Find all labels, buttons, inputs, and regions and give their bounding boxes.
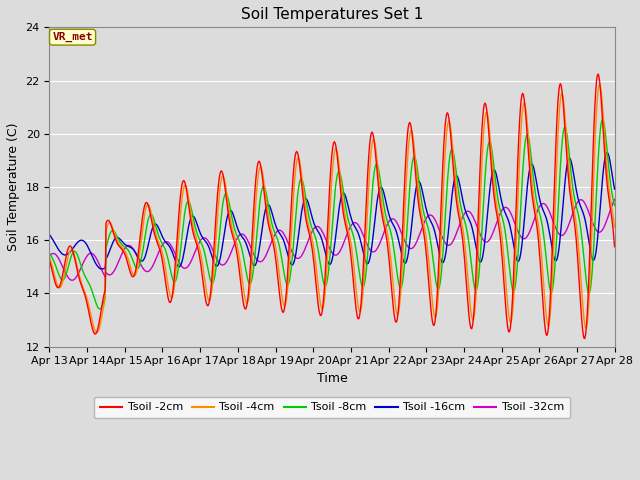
- Tsoil -8cm: [195, 235, 202, 240]
- Tsoil -16cm: [560, 195, 568, 201]
- Tsoil -16cm: [98, 266, 106, 272]
- Tsoil -8cm: [45, 251, 53, 256]
- Tsoil -16cm: [324, 260, 332, 265]
- Tsoil -2cm: [559, 96, 566, 101]
- Tsoil -4cm: [435, 286, 443, 291]
- Tsoil -2cm: [611, 244, 618, 250]
- X-axis label: Time: Time: [317, 372, 348, 385]
- Tsoil -2cm: [194, 245, 202, 251]
- Tsoil -8cm: [599, 117, 607, 122]
- Tsoil -2cm: [594, 71, 602, 77]
- Line: Tsoil -32cm: Tsoil -32cm: [49, 200, 614, 280]
- Tsoil -32cm: [324, 242, 332, 248]
- Tsoil -4cm: [611, 224, 618, 230]
- Line: Tsoil -2cm: Tsoil -2cm: [49, 74, 614, 338]
- Tsoil -8cm: [96, 306, 104, 312]
- Line: Tsoil -4cm: Tsoil -4cm: [49, 84, 614, 333]
- Tsoil -4cm: [195, 242, 202, 248]
- Tsoil -32cm: [170, 249, 178, 254]
- Tsoil -32cm: [195, 241, 202, 247]
- Tsoil -4cm: [596, 82, 604, 87]
- Tsoil -16cm: [379, 187, 387, 193]
- Line: Tsoil -16cm: Tsoil -16cm: [49, 153, 614, 269]
- Tsoil -16cm: [603, 150, 611, 156]
- Tsoil -8cm: [611, 203, 618, 208]
- Tsoil -16cm: [195, 226, 202, 231]
- Tsoil -2cm: [434, 278, 442, 284]
- Line: Tsoil -8cm: Tsoil -8cm: [49, 120, 614, 309]
- Tsoil -16cm: [170, 255, 178, 261]
- Tsoil -16cm: [45, 232, 53, 238]
- Tsoil -16cm: [611, 186, 618, 192]
- Tsoil -8cm: [379, 197, 387, 203]
- Title: Soil Temperatures Set 1: Soil Temperatures Set 1: [241, 7, 423, 22]
- Tsoil -4cm: [45, 254, 53, 260]
- Tsoil -2cm: [170, 283, 177, 288]
- Tsoil -32cm: [45, 253, 53, 259]
- Tsoil -4cm: [324, 244, 332, 250]
- Y-axis label: Soil Temperature (C): Soil Temperature (C): [7, 123, 20, 251]
- Tsoil -32cm: [611, 197, 618, 203]
- Tsoil -4cm: [93, 330, 100, 336]
- Tsoil -8cm: [560, 128, 568, 133]
- Tsoil -2cm: [45, 258, 53, 264]
- Tsoil -32cm: [68, 277, 76, 283]
- Tsoil -8cm: [170, 279, 178, 285]
- Tsoil -32cm: [560, 232, 568, 238]
- Tsoil -32cm: [435, 226, 443, 231]
- Text: VR_met: VR_met: [52, 32, 93, 42]
- Tsoil -4cm: [170, 285, 178, 291]
- Tsoil -32cm: [379, 232, 387, 238]
- Legend: Tsoil -2cm, Tsoil -4cm, Tsoil -8cm, Tsoil -16cm, Tsoil -32cm: Tsoil -2cm, Tsoil -4cm, Tsoil -8cm, Tsoi…: [94, 397, 570, 418]
- Tsoil -8cm: [435, 286, 443, 291]
- Tsoil -4cm: [379, 210, 387, 216]
- Tsoil -2cm: [323, 231, 331, 237]
- Tsoil -2cm: [378, 214, 386, 219]
- Tsoil -2cm: [581, 336, 589, 341]
- Tsoil -8cm: [324, 272, 332, 278]
- Tsoil -16cm: [435, 248, 443, 253]
- Tsoil -4cm: [560, 97, 568, 103]
